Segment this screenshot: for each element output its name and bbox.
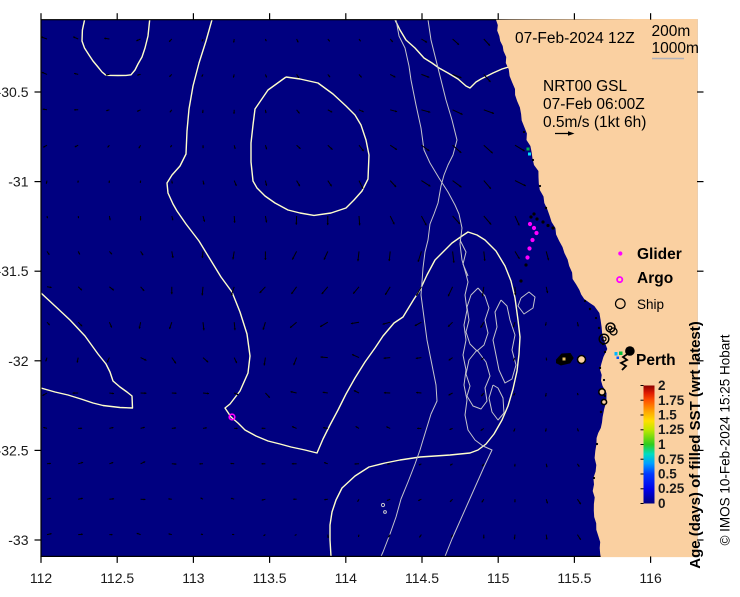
- svg-text:116: 116: [639, 570, 662, 586]
- svg-text:0.25: 0.25: [658, 481, 685, 496]
- svg-text:1.5: 1.5: [658, 408, 677, 423]
- svg-text:112.5: 112.5: [100, 570, 134, 586]
- svg-text:115: 115: [487, 570, 510, 586]
- svg-text:1.25: 1.25: [658, 422, 685, 437]
- svg-text:1000m: 1000m: [652, 40, 699, 57]
- svg-text:1: 1: [658, 437, 666, 452]
- svg-text:-31: -31: [8, 174, 28, 190]
- svg-text:Ship: Ship: [637, 297, 664, 312]
- svg-text:-33: -33: [8, 532, 28, 548]
- svg-text:-32.5: -32.5: [0, 442, 29, 458]
- svg-text:Argo: Argo: [637, 270, 673, 287]
- svg-text:NRT00 GSL: NRT00 GSL: [543, 78, 628, 95]
- svg-text:114: 114: [335, 570, 358, 586]
- svg-text:© IMOS 10-Feb-2024 15:25 Hobar: © IMOS 10-Feb-2024 15:25 Hobart: [718, 334, 733, 545]
- svg-text:0.75: 0.75: [658, 452, 685, 467]
- svg-text:2: 2: [658, 378, 666, 393]
- svg-text:Glider: Glider: [637, 246, 682, 263]
- svg-text:Age (days) of filled SST (wrt: Age (days) of filled SST (wrt latest): [687, 321, 704, 569]
- svg-text:115.5: 115.5: [557, 570, 591, 586]
- svg-text:Perth: Perth: [636, 352, 676, 369]
- svg-text:-32: -32: [8, 353, 28, 369]
- svg-text:113: 113: [182, 570, 205, 586]
- svg-text:200m: 200m: [652, 23, 691, 40]
- svg-text:112: 112: [30, 570, 53, 586]
- svg-text:-30.5: -30.5: [0, 84, 29, 100]
- svg-text:113.5: 113.5: [253, 570, 287, 586]
- svg-text:07-Feb 06:00Z: 07-Feb 06:00Z: [543, 96, 645, 113]
- svg-text:07-Feb-2024 12Z: 07-Feb-2024 12Z: [515, 30, 635, 47]
- svg-text:114.5: 114.5: [405, 570, 439, 586]
- svg-text:0.5m/s (1kt 6h): 0.5m/s (1kt 6h): [543, 114, 646, 131]
- svg-text:-31.5: -31.5: [0, 263, 29, 279]
- svg-text:0: 0: [658, 496, 666, 511]
- svg-text:1.75: 1.75: [658, 393, 685, 408]
- svg-text:0.5: 0.5: [658, 467, 677, 482]
